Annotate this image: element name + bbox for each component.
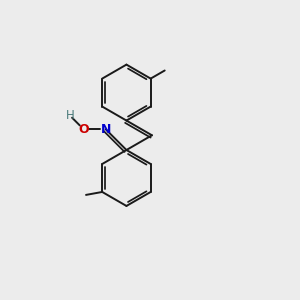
- Text: N: N: [100, 123, 111, 136]
- Text: O: O: [78, 123, 89, 136]
- Text: H: H: [66, 109, 74, 122]
